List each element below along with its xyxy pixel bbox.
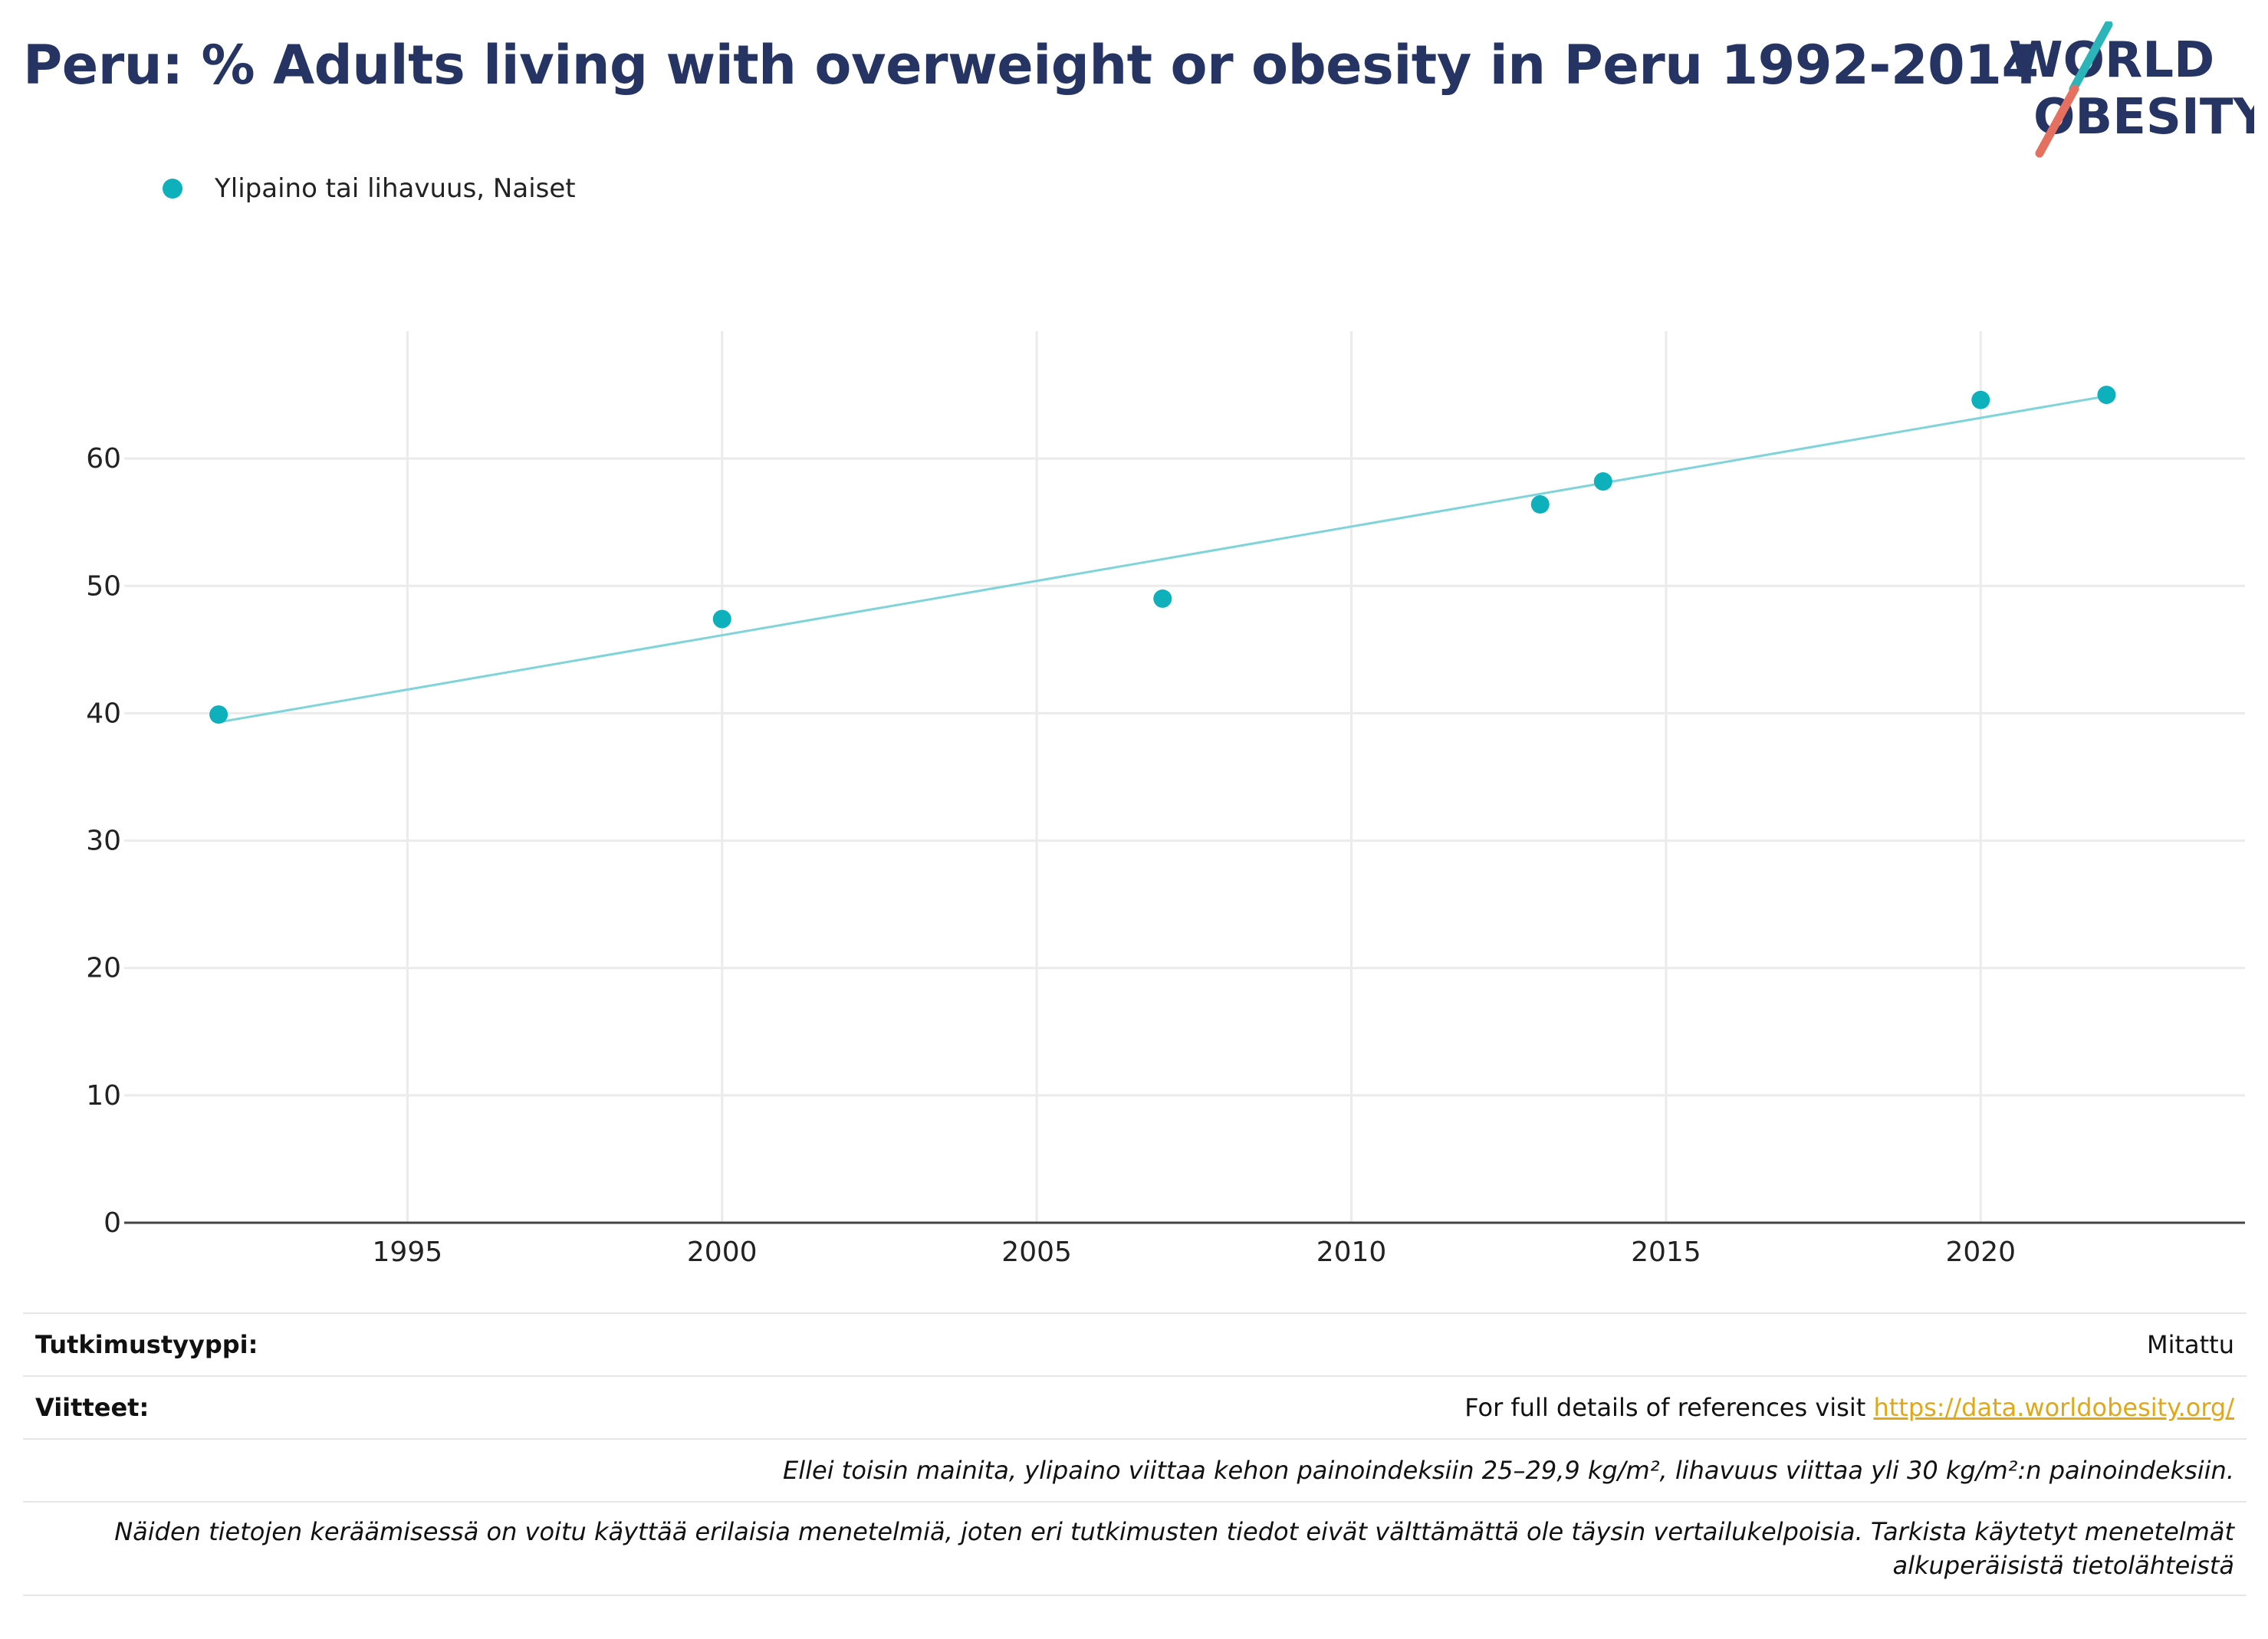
- legend-marker: [163, 179, 182, 199]
- data-point: [209, 705, 228, 724]
- y-tick-label: 40: [86, 698, 121, 729]
- grid-layer: [124, 331, 2245, 1223]
- data-point: [1593, 472, 1612, 491]
- x-tick-label: 2010: [1316, 1237, 1387, 1268]
- x-tick-label: 2005: [1001, 1237, 1072, 1268]
- info-row-note-2: Näiden tietojen keräämisessä on voitu kä…: [23, 1501, 2247, 1596]
- references-text: For full details of references visit: [1464, 1393, 1874, 1422]
- y-tick-label: 60: [86, 443, 121, 475]
- references-link[interactable]: https://data.worldobesity.org/: [1873, 1393, 2234, 1422]
- chart-legend[interactable]: Ylipaino tai lihavuus, Naiset: [163, 173, 576, 204]
- info-row-references: Viitteet: For full details of references…: [23, 1375, 2247, 1440]
- x-tick-label: 2000: [687, 1237, 758, 1268]
- world-obesity-logo: WORLD OBESITY: [2009, 21, 2254, 158]
- info-table: Tutkimustyyppi: Mitattu Viitteet: For fu…: [23, 1312, 2247, 1596]
- x-tick-label: 2020: [1945, 1237, 2016, 1268]
- data-point: [712, 609, 731, 629]
- scatter-chart: 1995 2000 2005 2010 2015 2020 0 10 20 30 40 50 60: [86, 331, 2245, 1268]
- axis-layer: 1995 2000 2005 2010 2015 2020 0 10 20 30 40 50 60: [86, 443, 2245, 1268]
- data-point: [2097, 386, 2116, 405]
- y-tick-label: 10: [86, 1080, 121, 1112]
- info-row-study-type: Tutkimustyyppi: Mitattu: [23, 1312, 2247, 1377]
- study-type-label: Tutkimustyyppi:: [23, 1312, 565, 1377]
- data-point: [1971, 390, 1990, 409]
- y-tick-label: 20: [86, 953, 121, 984]
- chart-title: Peru: % Adults living with overweight or…: [23, 34, 2039, 97]
- trend-line: [218, 395, 2107, 724]
- note-methods: Näiden tietojen keräämisessä on voitu kä…: [23, 1501, 2247, 1596]
- legend-label: Ylipaino tai lihavuus, Naiset: [215, 173, 576, 204]
- references-cell: For full details of references visit htt…: [564, 1375, 2247, 1440]
- y-tick-label: 0: [104, 1207, 121, 1239]
- trend-layer: [218, 395, 2107, 724]
- study-type-value: Mitattu: [564, 1312, 2247, 1377]
- data-point: [1153, 589, 1172, 608]
- info-row-note-1: Ellei toisin mainita, ylipaino viittaa k…: [23, 1438, 2247, 1503]
- y-tick-label: 50: [86, 570, 121, 602]
- x-tick-label: 2015: [1631, 1237, 1701, 1268]
- y-tick-label: 30: [86, 826, 121, 857]
- references-label: Viitteet:: [23, 1375, 565, 1440]
- logo-slash-teal: [2069, 21, 2113, 94]
- point-layer: [209, 386, 2116, 724]
- logo-slash-red: [2035, 84, 2079, 158]
- note-definitions: Ellei toisin mainita, ylipaino viittaa k…: [23, 1438, 2247, 1503]
- x-tick-label: 1995: [373, 1237, 443, 1268]
- logo-text-world: WORLD: [2009, 32, 2214, 89]
- data-point: [1530, 494, 1550, 514]
